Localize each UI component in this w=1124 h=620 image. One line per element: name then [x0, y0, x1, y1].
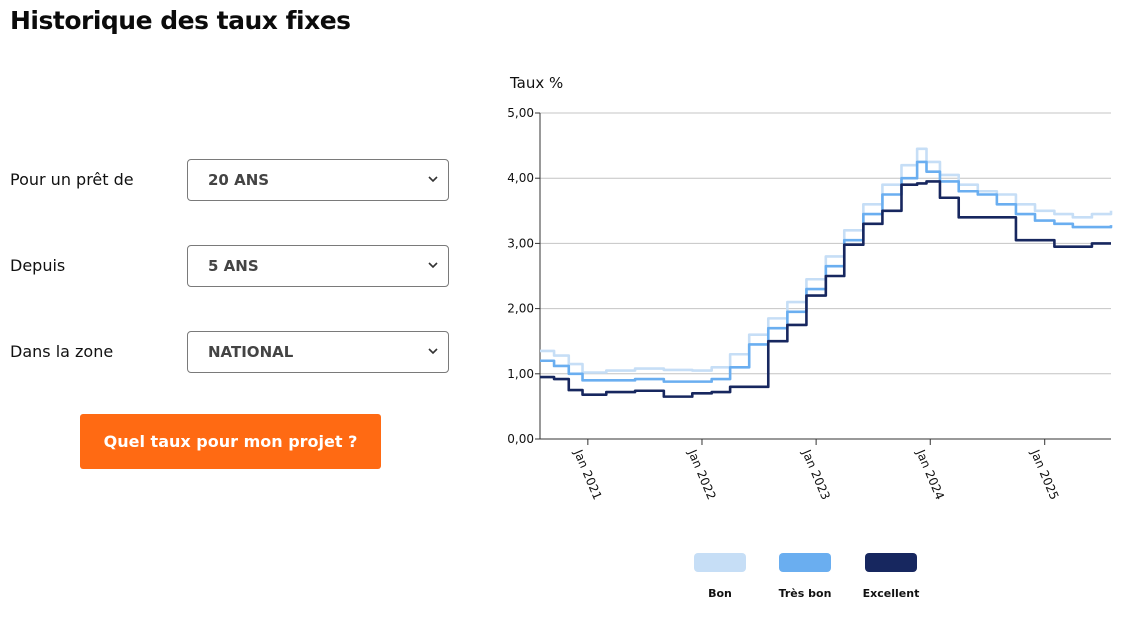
page-title: Historique des taux fixes [10, 6, 351, 35]
y-tick-label: 1,00 [507, 367, 534, 381]
legend-swatch-bon [694, 553, 746, 572]
since-label: Depuis [10, 256, 66, 275]
chevron-down-icon [428, 176, 438, 183]
duration-select[interactable]: 20 ANS [187, 159, 449, 201]
series-line-bon [540, 147, 1113, 374]
legend-label-excellent: Excellent [863, 587, 920, 600]
legend-label-tres-bon: Très bon [779, 587, 832, 600]
since-row: Depuis 5 ANS [10, 245, 451, 289]
x-tick-label: Jan 2025 [1028, 447, 1062, 502]
series-line-tres-bon [540, 160, 1113, 383]
rate-project-button[interactable]: Quel taux pour mon projet ? [80, 414, 381, 469]
duration-row: Pour un prêt de 20 ANS [10, 159, 451, 203]
x-tick-label: Jan 2023 [799, 447, 833, 502]
chevron-down-icon [428, 262, 438, 269]
duration-select-value: 20 ANS [208, 171, 270, 189]
legend-label-bon: Bon [708, 587, 732, 600]
zone-label: Dans la zone [10, 342, 114, 361]
x-tick-label: Jan 2022 [685, 447, 719, 502]
y-tick-label: 0,00 [507, 432, 534, 446]
x-tick-label: Jan 2024 [913, 447, 947, 502]
legend-swatch-tres-bon [779, 553, 831, 572]
zone-row: Dans la zone NATIONAL [10, 331, 451, 375]
x-tick-label: Jan 2021 [571, 447, 605, 502]
y-tick-label: 2,00 [507, 302, 534, 316]
y-tick-label: 5,00 [507, 106, 534, 120]
legend-swatch-excellent [865, 553, 917, 572]
y-tick-label: 4,00 [507, 171, 534, 185]
y-tick-label: 3,00 [507, 236, 534, 250]
zone-select-value: NATIONAL [208, 343, 294, 361]
chevron-down-icon [428, 348, 438, 355]
y-axis-label: Taux % [509, 74, 563, 92]
duration-label: Pour un prêt de [10, 170, 134, 189]
zone-select[interactable]: NATIONAL [187, 331, 449, 373]
since-select-value: 5 ANS [208, 257, 259, 275]
series-line-excellent [540, 180, 1111, 398]
since-select[interactable]: 5 ANS [187, 245, 449, 287]
